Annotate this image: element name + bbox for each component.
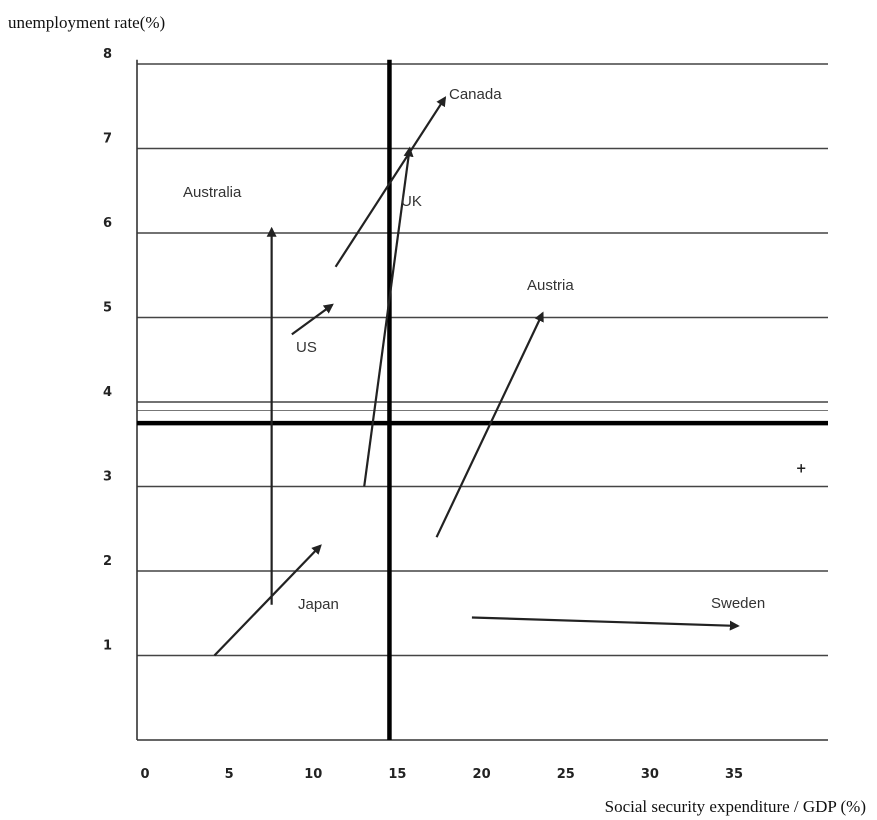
- x-tick-25: 25: [557, 767, 575, 782]
- arrow-uk: [363, 146, 414, 487]
- reference-lines: [137, 59, 828, 740]
- arrow-sweden: [471, 616, 740, 631]
- x-tick-15: 15: [388, 767, 406, 782]
- y-tick-6: 6: [103, 216, 112, 231]
- y-tick-2: 2: [103, 554, 112, 569]
- stray-markers: +: [796, 461, 807, 476]
- series-arrows: [213, 96, 740, 657]
- x-tick-labels: 0 5 10 15 20 25 30 35: [140, 767, 743, 782]
- arrow-japan: [213, 544, 322, 657]
- x-tick-5: 5: [225, 767, 234, 782]
- y-tick-7: 7: [103, 132, 112, 147]
- label-us: US: [296, 339, 317, 356]
- arrow-us: [291, 303, 334, 336]
- plot-frame: [136, 59, 828, 741]
- stray-marker-0: +: [796, 461, 807, 476]
- arrow-canada: [334, 96, 447, 268]
- y-tick-8: 8: [103, 47, 112, 62]
- y-axis-title: unemployment rate(%): [8, 13, 165, 32]
- x-tick-30: 30: [641, 767, 659, 782]
- x-tick-20: 20: [473, 767, 491, 782]
- label-australia: Australia: [183, 184, 242, 201]
- y-tick-labels: 1 2 3 4 5 6 7 8: [103, 47, 112, 654]
- gridlines: [137, 63, 828, 657]
- label-sweden: Sweden: [711, 595, 765, 612]
- y-tick-3: 3: [103, 470, 112, 485]
- arrow-austria: [435, 311, 544, 538]
- label-uk: UK: [401, 193, 422, 210]
- label-canada: Canada: [449, 86, 502, 103]
- x-tick-35: 35: [725, 767, 743, 782]
- country-labels: Australia Canada UK US Austria Japan Sweden: [183, 86, 765, 613]
- label-austria: Austria: [527, 277, 574, 294]
- y-tick-1: 1: [103, 639, 112, 654]
- x-tick-0: 0: [140, 767, 149, 782]
- y-tick-4: 4: [103, 385, 112, 400]
- x-tick-10: 10: [304, 767, 322, 782]
- label-japan: Japan: [298, 596, 339, 613]
- y-tick-5: 5: [103, 301, 112, 316]
- x-axis-title: Social security expenditure / GDP (%): [605, 797, 866, 816]
